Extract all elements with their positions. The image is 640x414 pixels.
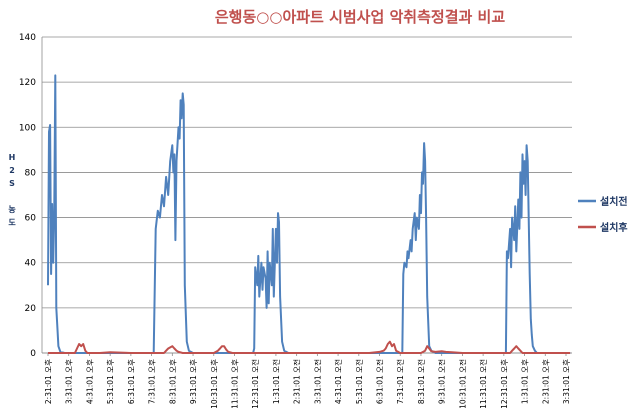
legend-label: 설치전 bbox=[600, 195, 628, 208]
y-tick-label: 120 bbox=[19, 78, 36, 88]
x-tick-label: 12:31:01 오후 bbox=[500, 359, 509, 409]
x-tick-label: 9:31:01 오후 bbox=[189, 359, 198, 404]
y-tick-label: 20 bbox=[25, 304, 37, 314]
x-tick-label: 2:31:01 오전 bbox=[292, 359, 302, 404]
x-tick-label: 1:31:01 오전 bbox=[271, 359, 281, 404]
x-tick-label: 10:31:01 오후 bbox=[210, 359, 219, 409]
chart-title: 은행동○○아파트 시범사업 악취측정결과 비교 bbox=[215, 8, 505, 26]
x-tick-label: 3:31:01 오전 bbox=[312, 359, 322, 404]
x-tick-label: 9:31:01 오전 bbox=[437, 359, 447, 404]
x-tick-label: 5:31:01 오후 bbox=[106, 359, 115, 404]
x-tick-label: 7:31:01 오후 bbox=[148, 359, 157, 404]
y-axis-label: H 2 S 농도 bbox=[8, 153, 16, 227]
x-tick-label: 8:31:01 오전 bbox=[416, 359, 426, 404]
y-axis-label-char: H bbox=[9, 153, 16, 162]
x-tick-label: 6:31:01 오후 bbox=[127, 359, 136, 404]
x-tick-label: 11:31:01 오전 bbox=[478, 359, 488, 409]
y-axis-label-char: 농 bbox=[8, 204, 16, 214]
x-tick-label: 3:31:01 오후 bbox=[65, 359, 74, 404]
x-axis-ticks: 2:31:01 오후 3:31:01 오후 4:31:01 오후 5:31:01 오후… bbox=[44, 353, 571, 409]
x-tick-label: 7:31:01 오전 bbox=[395, 359, 405, 404]
x-tick-label: 8:31:01 오후 bbox=[168, 359, 177, 404]
series-line-before bbox=[47, 74, 571, 354]
y-axis-label-char: S bbox=[9, 179, 15, 188]
y-tick-label: 80 bbox=[25, 168, 37, 178]
y-tick-label: 140 bbox=[19, 33, 36, 43]
series-lines bbox=[47, 74, 571, 354]
y-axis-label-char: 도 bbox=[8, 218, 16, 227]
y-tick-label: 100 bbox=[19, 123, 36, 133]
x-tick-label: 2:31:01 오후 bbox=[44, 359, 53, 404]
x-tick-label: 11:31:01 오후 bbox=[230, 359, 239, 409]
legend-label: 설치후 bbox=[600, 221, 628, 234]
x-tick-label: 5:31:01 오전 bbox=[354, 359, 364, 404]
series-line-after bbox=[48, 340, 571, 354]
y-tick-label: 40 bbox=[25, 259, 37, 269]
y-axis-label-char: 2 bbox=[9, 166, 15, 175]
x-tick-label: 10:31:01 오전 bbox=[457, 359, 467, 409]
x-tick-label: 6:31:01 오전 bbox=[375, 359, 385, 404]
x-tick-label: 2:31:01 오후 bbox=[541, 359, 550, 404]
x-tick-label: 1:31:01 오후 bbox=[521, 359, 530, 404]
y-axis-ticks: 0 20 40 60 80 100 120 140 bbox=[19, 33, 36, 359]
x-tick-label: 4:31:01 오전 bbox=[333, 359, 343, 404]
y-tick-label: 60 bbox=[25, 214, 37, 224]
x-tick-label: 12:31:01 오전 bbox=[250, 359, 260, 409]
x-tick-label: 3:31:01 오후 bbox=[562, 359, 571, 404]
y-tick-label: 0 bbox=[30, 349, 36, 359]
x-tick-label: 4:31:01 오후 bbox=[85, 359, 94, 404]
